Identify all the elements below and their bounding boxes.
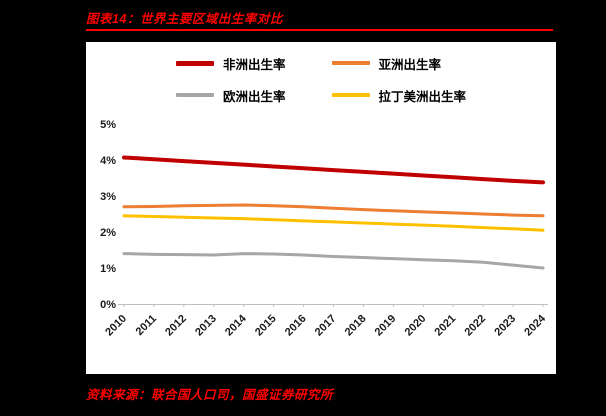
x-tick-label: 2023: [492, 313, 518, 339]
chart-panel: 非洲出生率 亚洲出生率 欧洲出生率 拉丁美洲出生率 0% 1% 2% 3% 4% 5% 2010 2…: [86, 42, 556, 374]
y-tick-label: 1%: [100, 263, 116, 275]
y-tick-label: 3%: [100, 191, 116, 203]
source-note: 资料来源：联合国人口司，国盛证券研究所: [86, 388, 334, 402]
x-tick-label: 2012: [163, 313, 189, 339]
y-tick-label: 0%: [100, 299, 116, 311]
y-tick-label: 5%: [100, 119, 116, 131]
legend-swatch-line: [331, 61, 370, 65]
legend-swatch-line: [331, 93, 370, 97]
legend-label: 非洲出生率: [222, 57, 286, 72]
legend-item: 拉丁美洲出生率: [331, 84, 467, 106]
x-tick-label: 2020: [403, 313, 429, 339]
line-chart: 0% 1% 2% 3% 4% 5% 2010 2011 2012 2013 2014 2015 2016…: [100, 119, 549, 339]
x-tick-label: 2013: [193, 313, 219, 339]
title-divider: [86, 29, 553, 31]
line-series: [122, 252, 545, 270]
chart-legend: 非洲出生率 亚洲出生率欧洲出生率 拉丁美洲出生率: [86, 52, 556, 106]
line-series: [122, 214, 545, 232]
legend-label: 拉丁美洲出生率: [378, 89, 467, 104]
x-tick-label: 2014: [223, 312, 249, 338]
line-series: [122, 155, 545, 185]
x-tick-label: 2010: [103, 313, 129, 339]
x-tick-label: 2024: [522, 312, 548, 338]
x-tick-label: 2017: [313, 313, 339, 339]
x-tick-label: 2011: [134, 313, 159, 338]
legend-item: 亚洲出生率: [331, 52, 467, 74]
x-tick-label: 2016: [283, 313, 309, 339]
x-tick-label: 2019: [373, 313, 399, 339]
legend-label: 欧洲出生率: [222, 89, 286, 104]
legend-swatch-line: [175, 93, 214, 97]
x-tick-label: 2015: [253, 313, 279, 339]
legend-item: 非洲出生率: [175, 52, 286, 74]
y-tick-label: 4%: [100, 155, 116, 167]
legend-label: 亚洲出生率: [378, 57, 442, 72]
x-tick-label: 2022: [462, 313, 488, 339]
legend-item: 欧洲出生率: [175, 84, 286, 106]
figure-title: 图表14：世界主要区域出生率对比: [86, 12, 283, 26]
legend-swatch-line: [175, 60, 214, 66]
x-tick-label: 2018: [343, 313, 369, 339]
y-tick-label: 2%: [100, 227, 116, 239]
x-tick-label: 2021: [433, 313, 459, 339]
line-series: [122, 203, 545, 218]
